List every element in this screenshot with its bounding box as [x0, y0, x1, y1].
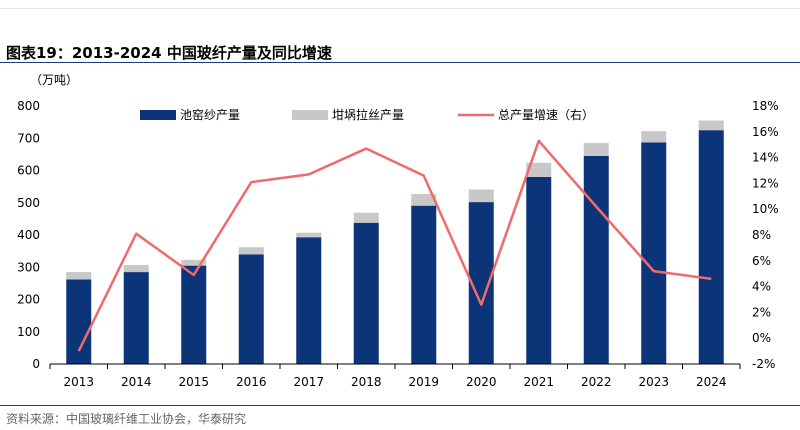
bar-ganguo	[641, 131, 667, 143]
bar-chiyaosha	[698, 130, 724, 364]
bar-ganguo	[468, 189, 494, 203]
right-tick-label: 0%	[752, 331, 771, 345]
chart-canvas: （万吨） 0 100 200 300 400 500 600 700 800 -2% 0% 2% 4% 6%…	[17, 73, 779, 389]
bar-chiyaosha	[296, 237, 322, 364]
x-tick-label: 2016	[236, 375, 267, 389]
x-tick-label: 2017	[293, 375, 324, 389]
left-tick-label: 400	[17, 228, 40, 242]
right-tick-label: 10%	[752, 202, 779, 216]
right-tick-label: -2%	[752, 357, 775, 371]
bar-chiyaosha	[641, 142, 667, 364]
right-tick-label: 4%	[752, 280, 771, 294]
bar-ganguo	[353, 212, 379, 223]
left-tick-label: 0	[32, 357, 40, 371]
bar-chiyaosha	[238, 254, 264, 364]
x-tick-label: 2018	[351, 375, 382, 389]
legend-swatch-ganguo	[292, 110, 328, 120]
left-tick-label: 200	[17, 293, 40, 307]
right-tick-label: 8%	[752, 228, 771, 242]
bar-ganguo	[698, 120, 724, 131]
right-tick-label: 14%	[752, 151, 779, 165]
x-tick-label: 2020	[466, 375, 497, 389]
figure-title: 图表19：2013-2024 中国玻纤产量及同比增速	[6, 44, 332, 62]
x-tick-label: 2015	[178, 375, 209, 389]
source-rule	[0, 405, 800, 406]
bar-ganguo	[123, 264, 149, 273]
left-tick-label: 500	[17, 196, 40, 210]
bar-chiyaosha	[353, 222, 379, 364]
bar-ganguo	[238, 247, 264, 255]
x-tick-label: 2024	[696, 375, 727, 389]
left-axis-unit-label: （万吨）	[30, 73, 78, 87]
bar-ganguo	[411, 194, 437, 206]
right-tick-label: 2%	[752, 305, 771, 319]
left-tick-label: 100	[17, 325, 40, 339]
bar-ganguo	[526, 162, 552, 177]
x-tick-label: 2022	[581, 375, 612, 389]
growth-line	[77, 139, 712, 352]
left-tick-label: 800	[17, 99, 40, 113]
bar-chiyaosha	[583, 155, 609, 364]
right-tick-label: 12%	[752, 176, 779, 190]
bar-chiyaosha	[123, 272, 149, 364]
header-rule	[0, 8, 800, 9]
bar-ganguo	[296, 232, 322, 238]
x-tick-label: 2013	[63, 375, 94, 389]
right-tick-label: 6%	[752, 254, 771, 268]
right-tick-label: 18%	[752, 99, 779, 113]
title-rule	[0, 62, 800, 63]
right-tick-label: 16%	[752, 125, 779, 139]
bar-chiyaosha	[411, 205, 437, 364]
x-tick-label: 2019	[408, 375, 439, 389]
x-tick-label: 2014	[121, 375, 152, 389]
bar-ganguo	[66, 272, 92, 280]
bar-chiyaosha	[181, 265, 207, 364]
bar-chiyaosha	[66, 279, 92, 364]
left-tick-label: 600	[17, 164, 40, 178]
left-tick-label: 300	[17, 260, 40, 274]
x-tick-label: 2021	[523, 375, 554, 389]
left-tick-label: 700	[17, 131, 40, 145]
legend-label-chiyaosha: 池窑纱产量	[180, 107, 240, 122]
source-note: 资料来源：中国玻璃纤维工业协会，华泰研究	[6, 412, 247, 426]
x-tick-label: 2023	[638, 375, 669, 389]
bar-ganguo	[583, 143, 609, 156]
legend-label-ganguo: 坩埚拉丝产量	[332, 107, 404, 122]
bar-ganguo	[181, 259, 207, 266]
legend-label-growth: 总产量增速（右）	[498, 107, 594, 122]
bar-chiyaosha	[526, 176, 552, 364]
legend-swatch-chiyaosha	[140, 110, 176, 120]
